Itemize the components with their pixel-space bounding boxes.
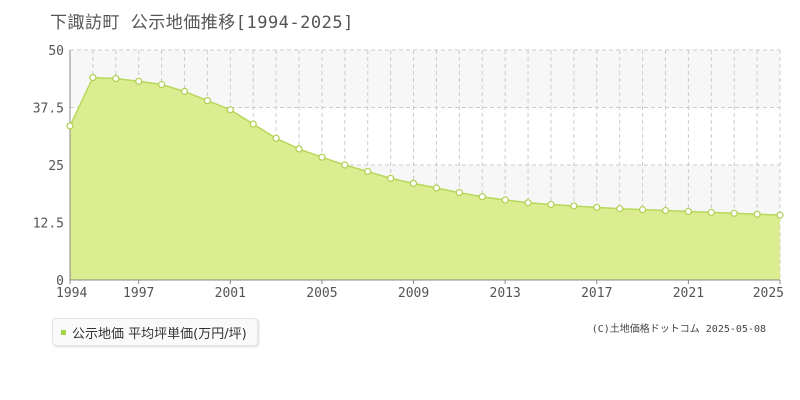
- data-point: [89, 73, 97, 82]
- data-point: [524, 199, 532, 207]
- data-point: [180, 87, 189, 96]
- x-tick-label: 1994: [56, 286, 87, 301]
- x-tick-label: 2009: [398, 286, 429, 301]
- y-tick-label: 25: [48, 159, 64, 174]
- data-point: [341, 161, 349, 169]
- data-point: [66, 122, 74, 130]
- credit-text: (C)土地価格ドットコム 2025-05-08: [591, 324, 766, 335]
- data-point: [249, 120, 257, 128]
- legend: 公示地価 平均坪単価(万円/坪): [52, 318, 258, 346]
- x-tick-label: 2005: [306, 286, 337, 301]
- data-point: [593, 203, 601, 211]
- y-tick-label: 12.5: [33, 217, 64, 232]
- data-point: [455, 189, 463, 197]
- data-point: [684, 207, 692, 216]
- data-point: [753, 210, 761, 218]
- data-point: [501, 196, 509, 204]
- data-point: [547, 200, 555, 209]
- x-tick-label: 2025: [753, 286, 784, 301]
- x-tick-label: 2021: [673, 286, 704, 301]
- data-point: [387, 174, 395, 182]
- data-point: [432, 184, 441, 192]
- data-point: [226, 106, 234, 114]
- data-point: [570, 202, 578, 210]
- data-point: [158, 80, 166, 89]
- x-tick-label: 1997: [123, 286, 154, 301]
- y-tick-label: 0: [56, 274, 64, 289]
- y-tick-label: 50: [48, 44, 64, 59]
- data-point: [203, 96, 212, 105]
- data-point: [776, 211, 784, 219]
- data-point: [135, 77, 143, 85]
- data-point: [409, 179, 418, 187]
- legend-swatch: [61, 329, 66, 335]
- data-point: [478, 193, 486, 201]
- data-point: [616, 205, 624, 213]
- series-line: [69, 76, 781, 216]
- data-point: [364, 167, 372, 176]
- x-tick-label: 2013: [490, 286, 521, 301]
- data-point: [707, 208, 715, 216]
- data-point: [730, 209, 738, 217]
- area-fill: [70, 77, 780, 280]
- legend-label: 公示地価 平均坪単価(万円/坪): [72, 326, 247, 342]
- data-point: [661, 206, 670, 215]
- chart-title: 下諏訪町 公示地価推移[1994-2025]: [50, 13, 354, 33]
- x-tick-label: 2017: [581, 286, 612, 301]
- data-point: [295, 145, 303, 153]
- data-point: [272, 134, 280, 142]
- data-point: [112, 74, 120, 83]
- x-tick-label: 2001: [215, 286, 246, 301]
- data-point: [318, 153, 326, 161]
- y-tick-label: 37.5: [33, 102, 64, 117]
- data-point: [638, 206, 647, 214]
